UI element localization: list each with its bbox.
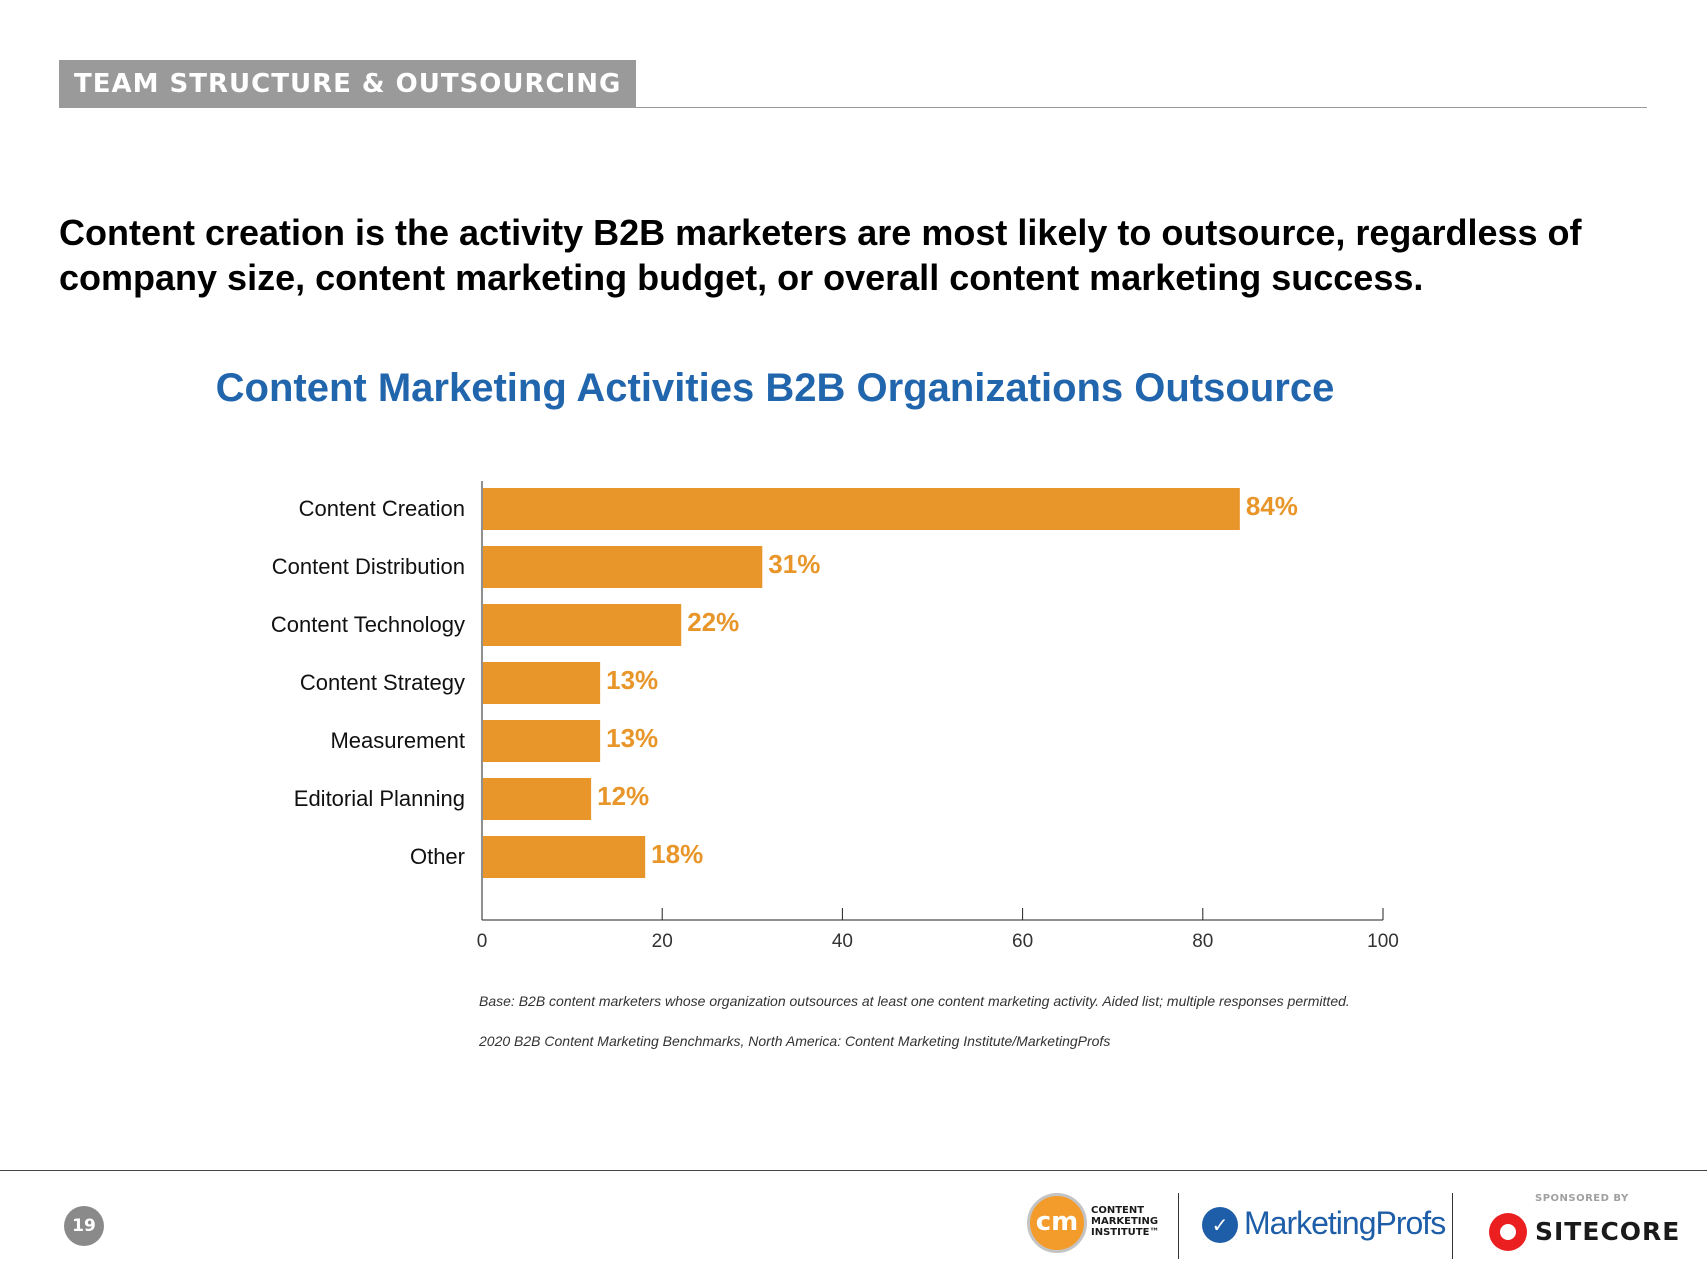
- bar: [483, 604, 682, 646]
- cmi-logo-text: CONTENT MARKETING INSTITUTE™: [1091, 1205, 1160, 1238]
- category-label: Editorial Planning: [294, 786, 465, 811]
- x-tick-label: 20: [652, 931, 673, 952]
- category-label: Content Strategy: [300, 670, 465, 695]
- footer-divider: [0, 1170, 1707, 1171]
- marketingprofs-icon: ✓: [1202, 1207, 1238, 1243]
- bar: [483, 662, 601, 704]
- category-label: Content Technology: [271, 612, 465, 637]
- x-tick-label: 40: [832, 931, 853, 952]
- value-label: 13%: [606, 723, 658, 753]
- footnote-source: 2020 B2B Content Marketing Benchmarks, N…: [479, 1033, 1111, 1049]
- bar-chart: 0 20 40 60 80 100 Content Creation 84% Content D…: [271, 481, 1399, 952]
- sitecore-logo-text: SITECORE: [1535, 1217, 1681, 1246]
- bar: [483, 720, 601, 762]
- logo-separator: [1452, 1193, 1453, 1259]
- category-label: Measurement: [330, 728, 465, 753]
- x-tick-label: 80: [1192, 931, 1213, 952]
- footnote-base: Base: B2B content marketers whose organi…: [479, 993, 1350, 1009]
- sitecore-icon: [1489, 1213, 1527, 1251]
- value-label: 13%: [606, 665, 658, 695]
- marketingprofs-logo: ✓ MarketingProfs: [1202, 1205, 1446, 1247]
- value-label: 18%: [651, 839, 703, 869]
- bar: [483, 778, 592, 820]
- sponsored-by-label: SPONSORED BY: [1535, 1193, 1629, 1204]
- category-label: Content Creation: [299, 496, 465, 521]
- value-label: 22%: [687, 607, 739, 637]
- cmi-logo: cm CONTENT MARKETING INSTITUTE™: [1027, 1193, 1159, 1259]
- value-label: 84%: [1246, 491, 1298, 521]
- value-label: 12%: [597, 781, 649, 811]
- x-tick-label: 60: [1012, 931, 1033, 952]
- chart-title: Content Marketing Activities B2B Organiz…: [215, 366, 1335, 410]
- x-tick-label: 100: [1367, 931, 1399, 952]
- category-label: Other: [410, 844, 465, 869]
- x-tick-label: 0: [477, 931, 488, 952]
- section-divider: [636, 107, 1647, 108]
- category-label: Content Distribution: [272, 554, 465, 579]
- cmi-logo-mark: cm: [1027, 1193, 1087, 1253]
- bar: [483, 836, 646, 878]
- sitecore-logo: SPONSORED BY SITECORE: [1487, 1193, 1679, 1257]
- headline: Content creation is the activity B2B mar…: [59, 212, 1582, 298]
- page-number: 19: [64, 1206, 104, 1246]
- marketingprofs-logo-text: MarketingProfs: [1244, 1205, 1446, 1241]
- bar: [483, 546, 763, 588]
- section-tab: TEAM STRUCTURE & OUTSOURCING: [59, 60, 636, 108]
- logo-separator: [1178, 1193, 1179, 1259]
- value-label: 31%: [768, 549, 820, 579]
- bar: [483, 488, 1240, 530]
